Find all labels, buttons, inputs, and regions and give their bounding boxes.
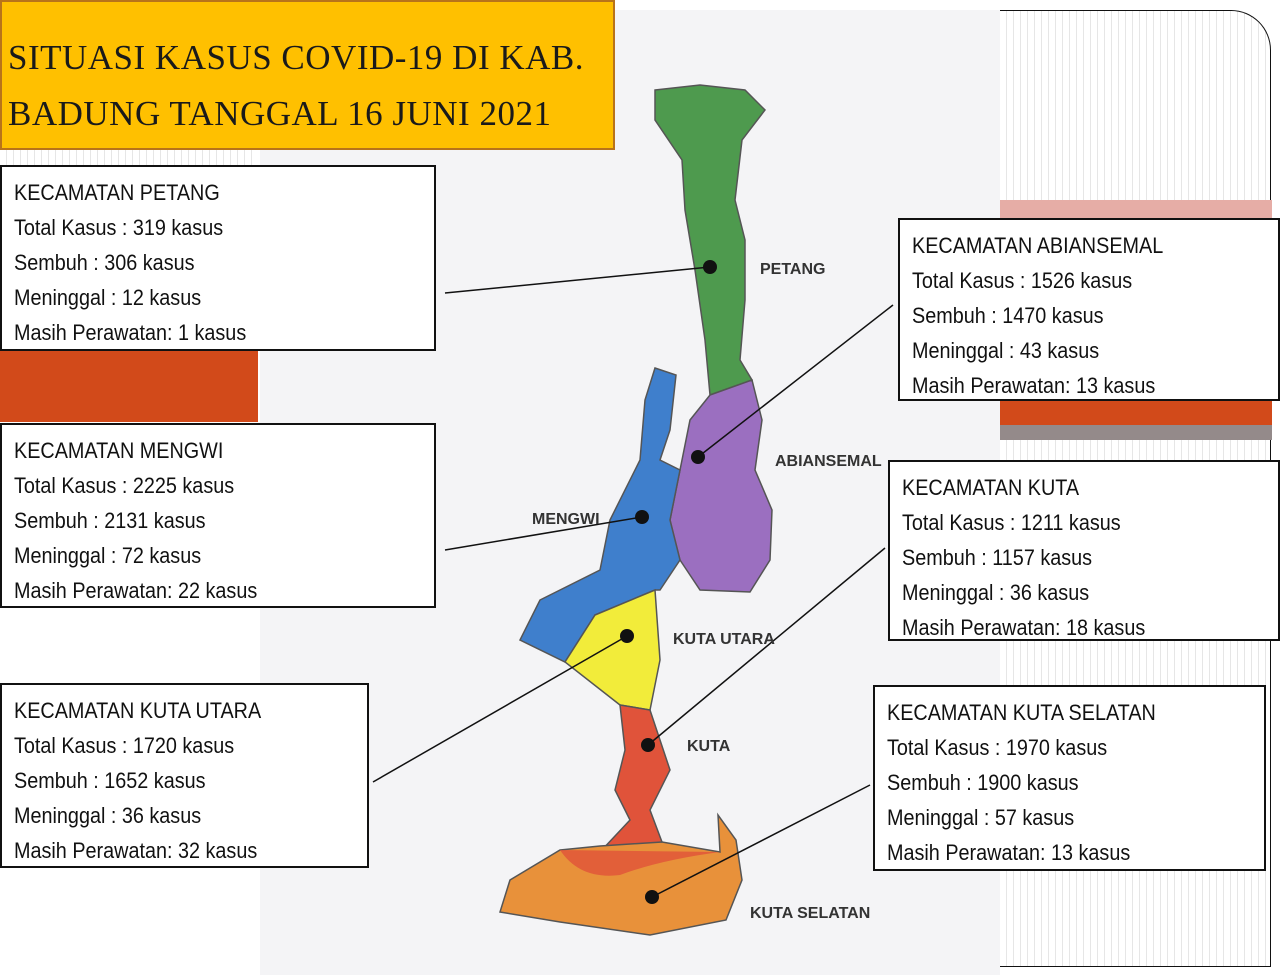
total-cases: Total Kasus : 2225 kasus [14,473,235,498]
deaths: Meninggal : 72 kasus [14,543,202,568]
leader-lines [372,266,894,898]
deaths: Meninggal : 36 kasus [902,580,1090,605]
slide-title: SITUASI KASUS COVID-19 DI KAB. BADUNG TA… [0,0,615,150]
info-box-mengwi: KECAMATAN MENGWI Total Kasus : 2225 kasu… [0,423,436,608]
in-treatment: Masih Perawatan: 13 kasus [887,840,1131,865]
region-kuta [597,704,671,854]
deaths: Meninggal : 57 kasus [887,805,1075,830]
total-cases: Total Kasus : 1970 kasus [887,735,1108,760]
info-box-petang: KECAMATAN PETANG Total Kasus : 319 kasus… [0,165,436,351]
map-label-kuta-utara: KUTA UTARA [673,631,775,648]
total-cases: Total Kasus : 1211 kasus [902,510,1121,535]
info-box-kuta-selatan: KECAMATAN KUTA SELATAN Total Kasus : 197… [873,685,1266,871]
info-box-abiansemal: KECAMATAN ABIANSEMAL Total Kasus : 1526 … [898,218,1280,401]
in-treatment: Masih Perawatan: 18 kasus [902,615,1146,640]
deaths: Meninggal : 12 kasus [14,285,202,310]
total-cases: Total Kasus : 1720 kasus [14,733,235,758]
map-label-abiansemal: ABIANSEMAL [775,453,882,470]
in-treatment: Masih Perawatan: 22 kasus [14,578,258,603]
district-name: KECAMATAN KUTA UTARA [14,698,262,723]
info-box-kuta: KECAMATAN KUTA Total Kasus : 1211 kasus … [888,460,1280,641]
district-name: KECAMATAN KUTA [902,475,1080,500]
map-label-kuta: KUTA [687,738,731,755]
recovered: Sembuh : 1157 kasus [902,545,1093,570]
total-cases: Total Kasus : 319 kasus [14,215,224,240]
accent-bar-orange-left [0,350,258,422]
region-petang [654,84,766,397]
map-label-petang: PETANG [760,261,825,278]
recovered: Sembuh : 1470 kasus [912,303,1104,328]
info-box-kuta-utara: KECAMATAN KUTA UTARA Total Kasus : 1720 … [0,683,369,868]
district-name: KECAMATAN PETANG [14,180,220,205]
map-label-kuta-selatan: KUTA SELATAN [750,905,870,922]
region-kuta-selatan [499,812,743,936]
total-cases: Total Kasus : 1526 kasus [912,268,1133,293]
district-markers [620,260,717,904]
accent-bar-orange-right [1000,400,1272,425]
title-line-2: BADUNG TANGGAL 16 JUNI 2021 [8,94,552,133]
recovered: Sembuh : 2131 kasus [14,508,206,533]
deaths: Meninggal : 36 kasus [14,803,202,828]
in-treatment: Masih Perawatan: 1 kasus [14,320,247,345]
in-treatment: Masih Perawatan: 13 kasus [912,373,1156,398]
accent-bar-gray-right [1000,425,1272,440]
in-treatment: Masih Perawatan: 32 kasus [14,838,258,863]
district-name: KECAMATAN KUTA SELATAN [887,700,1156,725]
map-label-mengwi: MENGWI [532,511,600,528]
recovered: Sembuh : 1652 kasus [14,768,206,793]
recovered: Sembuh : 1900 kasus [887,770,1079,795]
district-name: KECAMATAN MENGWI [14,438,224,463]
accent-bar-pink-right [1000,200,1272,218]
district-name: KECAMATAN ABIANSEMAL [912,233,1164,258]
recovered: Sembuh : 306 kasus [14,250,195,275]
title-line-1: SITUASI KASUS COVID-19 DI KAB. [8,38,584,77]
deaths: Meninggal : 43 kasus [912,338,1100,363]
